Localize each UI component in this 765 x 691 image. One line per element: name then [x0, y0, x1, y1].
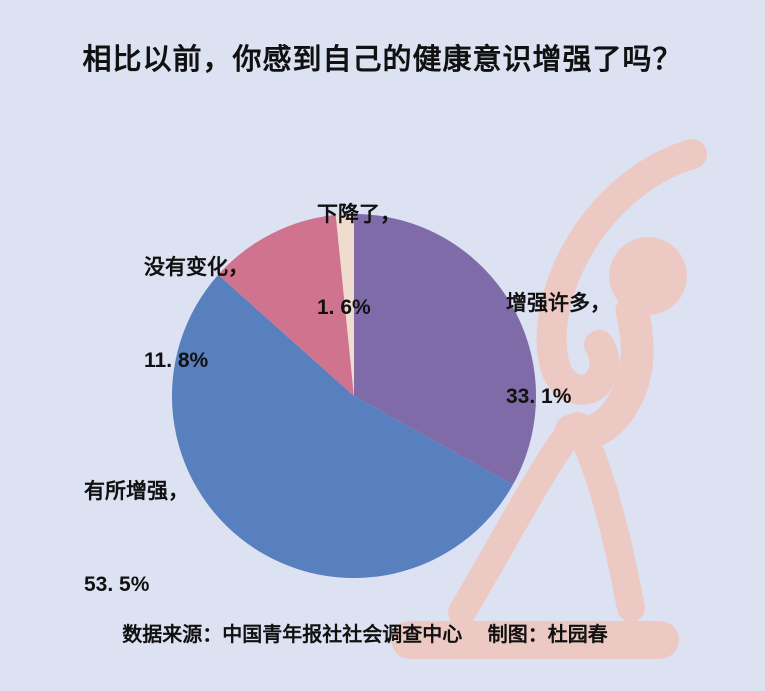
figure-right-leg: [564, 412, 645, 622]
pie-slice-2: [218, 214, 354, 396]
figure-arm: [536, 139, 707, 405]
exercise-figure: [391, 139, 707, 659]
pie-label-text: 增强许多，: [506, 292, 611, 315]
pie-label-value: 53. 5%: [84, 573, 150, 596]
figure-left-leg: [448, 414, 587, 626]
pie-label-decreased: 下降了， 1. 6%: [317, 137, 401, 385]
pie-label-no-change: 没有变化， 11. 8%: [144, 190, 249, 438]
pie-label-somewhat-increased: 有所增强， 53. 5%: [84, 414, 189, 662]
pie-slice-3: [335, 214, 354, 396]
page-title: 相比以前，你感到自己的健康意识增强了吗？: [82, 44, 683, 76]
pie-label-value: 33. 1%: [506, 385, 572, 408]
pie-slice-1: [171, 274, 513, 579]
pie-chart: [171, 214, 536, 579]
pie-label-value: 11. 8%: [144, 349, 209, 372]
pie-label-text: 有所增强，: [84, 480, 189, 503]
pie-slice-0: [354, 214, 536, 485]
pie-label-increased-a-lot: 增强许多， 33. 1%: [506, 226, 611, 474]
pie-label-value: 1. 6%: [317, 296, 371, 319]
pie-label-text: 下降了，: [317, 203, 401, 226]
source-credit: 数据来源：中国青年报社社会调查中心 制图：杜园春: [122, 624, 608, 646]
pie-label-text: 没有变化，: [144, 256, 249, 279]
